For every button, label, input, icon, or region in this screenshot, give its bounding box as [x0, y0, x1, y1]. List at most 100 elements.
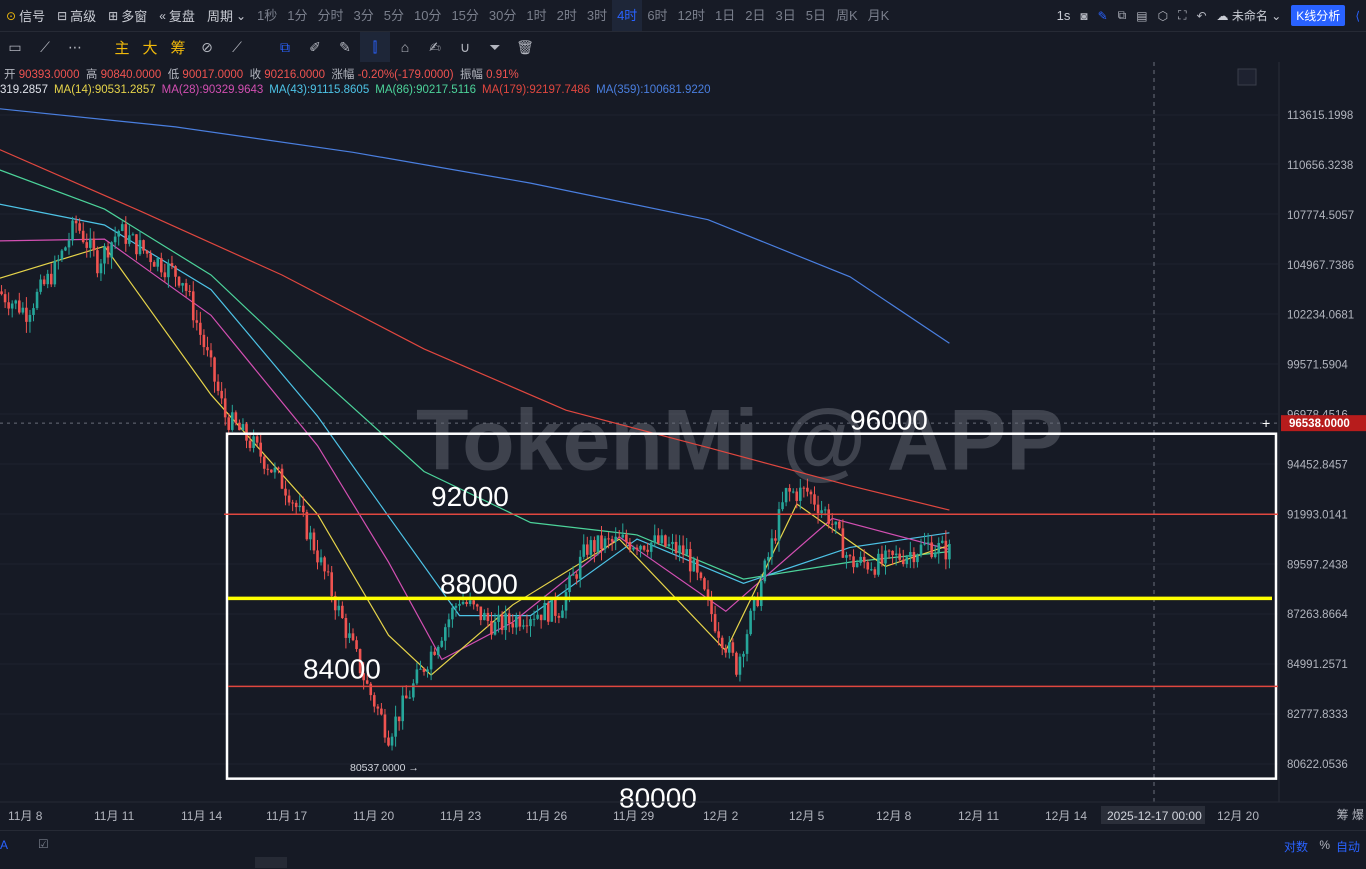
interval-12[interactable]: 6时	[647, 8, 668, 23]
kline-analysis-button[interactable]: K线分析	[1291, 5, 1346, 26]
y-tick-label: 104967.7386	[1287, 260, 1354, 272]
candle-body	[770, 538, 774, 557]
share-icon[interactable]: ⟨	[1355, 8, 1360, 23]
replay-button[interactable]: «复盘	[159, 8, 195, 25]
candle-body	[546, 602, 550, 622]
candle-body	[18, 300, 21, 313]
candle-body	[145, 250, 149, 254]
edit-scale-icon[interactable]: ☑	[38, 837, 49, 851]
candle-body	[912, 552, 916, 563]
ma-value-0: 319.2857	[0, 84, 48, 96]
magnet-icon[interactable]: ∪	[459, 38, 471, 55]
rectangle-icon[interactable]: ▭	[8, 38, 22, 55]
x-tick-label: 11月 14	[181, 809, 222, 823]
interval-10[interactable]: 3时	[586, 8, 608, 23]
candle-body	[14, 300, 18, 304]
percent-toggle[interactable]: %	[1319, 838, 1330, 852]
candle-body	[312, 532, 316, 551]
interval-8[interactable]: 1时	[526, 8, 547, 23]
candle-body	[42, 279, 46, 285]
edit-icon[interactable]: ✍	[429, 38, 441, 55]
refresh-rate[interactable]: 1s	[1056, 8, 1071, 23]
interval-19[interactable]: 月K	[867, 8, 890, 23]
candle-body	[255, 436, 259, 443]
interval-11[interactable]: 4时	[612, 0, 643, 31]
interval-18[interactable]: 周K	[835, 8, 858, 23]
candle-body	[763, 560, 767, 582]
candle-body	[529, 619, 532, 627]
multi-window-button[interactable]: ⊞ 多窗	[108, 8, 148, 25]
scroll-handle[interactable]	[255, 857, 287, 868]
ma-value-6: MA(359):100681.9220	[596, 84, 711, 96]
settings-icon[interactable]: ⬡	[1157, 8, 1169, 23]
interval-14[interactable]: 1日	[715, 8, 736, 23]
interval-5[interactable]: 10分	[413, 8, 442, 23]
layers-icon[interactable]: ▤	[1136, 8, 1148, 23]
level-label-84000: 84000	[303, 653, 381, 684]
more-icon[interactable]: ⋯	[68, 38, 82, 55]
candle-body	[614, 536, 617, 542]
ohlc-readout: 开 90393.0000 高 90840.0000 低 90017.0000 收…	[4, 69, 519, 81]
interval-1[interactable]: 1分	[287, 8, 308, 23]
candlestick-chart[interactable]: 113615.1998 110656.3238 107774.5057 104967.…	[0, 62, 1366, 830]
ruler-icon[interactable]: ✐	[309, 38, 321, 55]
cloud-dropdown[interactable]: ☁ 未命名 ⌄	[1216, 9, 1282, 23]
interval-6[interactable]: 15分	[451, 8, 479, 23]
candle-body	[447, 619, 451, 628]
chip-button[interactable]: 筹	[170, 39, 186, 57]
candle-body	[152, 262, 156, 267]
candle-body	[412, 683, 415, 698]
candle-body	[511, 623, 515, 628]
candle-body	[333, 595, 337, 611]
lock-icon[interactable]: ⌂	[400, 39, 410, 55]
interval-9[interactable]: 2时	[556, 8, 577, 23]
candle-body	[901, 559, 905, 565]
interval-15[interactable]: 2日	[745, 8, 766, 23]
candle-body	[191, 291, 195, 321]
signal-button[interactable]: ⊙ 信号	[6, 8, 46, 25]
interval-0[interactable]: 1秒	[257, 8, 278, 23]
interval-16[interactable]: 3日	[775, 8, 796, 23]
interval-7[interactable]: 30分	[488, 8, 517, 23]
advanced-button[interactable]: ⊟ 高级	[57, 8, 97, 25]
interval-3[interactable]: 3分	[353, 8, 374, 23]
candle-body	[642, 545, 646, 550]
price-tag	[1281, 415, 1366, 432]
camera-icon[interactable]: ◙	[1080, 8, 1088, 23]
undo-icon[interactable]: ↶	[1196, 8, 1207, 23]
copy-icon[interactable]: ⧉	[280, 38, 290, 55]
candle-body	[351, 633, 355, 641]
pen-icon[interactable]: ✎	[1097, 8, 1108, 23]
period-dropdown[interactable]: 周期 ⌄	[206, 8, 247, 25]
brush-icon[interactable]: ⟋	[232, 38, 242, 55]
big-order-button[interactable]: 大	[142, 39, 158, 57]
candle-body	[241, 424, 245, 431]
interval-4[interactable]: 5分	[383, 8, 404, 23]
interval-17[interactable]: 5日	[805, 8, 826, 23]
ma-readout: 319.2857 MA(14):90531.2857 MA(28):90329.96…	[0, 84, 717, 96]
candle-body	[252, 436, 255, 448]
auto-scale-toggle[interactable]: 自动	[1335, 840, 1360, 854]
filter-icon[interactable]: ⏷	[489, 38, 501, 55]
candle-body	[724, 648, 728, 653]
trash-icon[interactable]: 🗑	[516, 38, 534, 55]
line-tool-icon[interactable]: ⟋	[40, 38, 50, 55]
y-tick-label: 94452.8457	[1287, 459, 1348, 471]
main-indicator-button[interactable]: 主	[114, 39, 130, 57]
candle-body	[664, 535, 667, 547]
pencil-icon[interactable]: ✎	[339, 38, 351, 55]
candle-body	[653, 535, 657, 543]
candle-body	[337, 605, 341, 611]
bottom-left-label[interactable]: A	[0, 838, 9, 852]
log-scale-toggle[interactable]: 对数	[1283, 840, 1308, 854]
candle-body	[671, 541, 674, 545]
interval-2[interactable]: 分时	[317, 8, 344, 23]
candle-body	[880, 553, 884, 564]
candle-icon[interactable]: ⫿	[360, 32, 390, 62]
interval-13[interactable]: 12时	[677, 8, 706, 23]
ma-value-2: MA(28):90329.9643	[161, 84, 264, 96]
calculator-icon[interactable]: ⊘	[201, 38, 213, 55]
ma-value-4: MA(86):90217.5116	[375, 84, 477, 96]
fullscreen-icon[interactable]: ⛶	[1178, 8, 1187, 22]
popout-icon[interactable]: ⧉	[1117, 8, 1127, 22]
